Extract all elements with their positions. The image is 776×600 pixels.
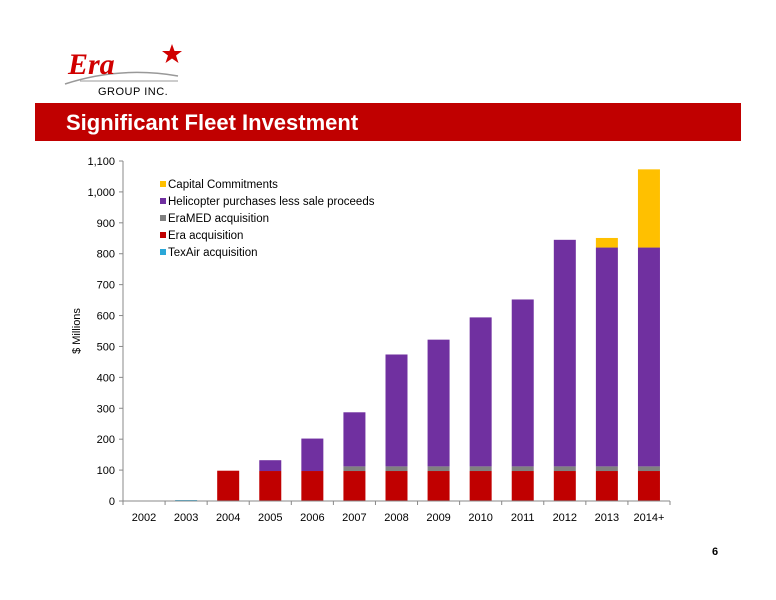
- bar-segment-eramed-acquisition-2014: [637, 466, 660, 472]
- logo-text: Era: [67, 48, 115, 81]
- bar-segment-era-acquisition-2005: [259, 471, 282, 501]
- bar-segment-era-acquisition-2008: [385, 471, 408, 501]
- legend-entry: Era acquisition: [168, 230, 243, 242]
- bar-segment-eramed-acquisition-2009: [427, 466, 450, 472]
- bar-segment-helicopter-purchases-less-sale-proceeds-2013: [595, 247, 618, 467]
- x-tick-label: 2007: [342, 512, 366, 524]
- bar-segment-helicopter-purchases-less-sale-proceeds-2010: [469, 317, 492, 467]
- x-tick-label: 2002: [132, 512, 156, 524]
- bar-segment-eramed-acquisition-2013: [595, 466, 618, 472]
- logo-star-icon: [162, 44, 182, 63]
- legend-entry: TexAir acquisition: [168, 247, 257, 259]
- bar-segment-era-acquisition-2011: [511, 471, 534, 501]
- x-tick-label: 2011: [511, 512, 535, 524]
- bar-segment-helicopter-purchases-less-sale-proceeds-2005: [259, 460, 282, 472]
- legend-swatch: [160, 198, 166, 204]
- title-bar: [35, 103, 741, 141]
- y-axis-label: $ Millions: [71, 308, 83, 354]
- slide-title: Significant Fleet Investment: [66, 110, 359, 135]
- legend-entry: Capital Commitments: [168, 179, 278, 191]
- y-tick-label: 200: [97, 434, 115, 446]
- x-tick-label: 2012: [553, 512, 577, 524]
- bar-segment-eramed-acquisition-2011: [511, 466, 534, 472]
- y-tick-label: 500: [97, 341, 115, 353]
- x-tick-label: 2008: [384, 512, 408, 524]
- bar-segment-helicopter-purchases-less-sale-proceeds-2014: [637, 247, 660, 467]
- bar-segment-capital-commitments-2014: [637, 169, 660, 248]
- legend-swatch: [160, 232, 166, 238]
- x-tick-label: 2004: [216, 512, 240, 524]
- bar-segment-era-acquisition-2007: [343, 471, 366, 501]
- legend-entry: EraMED acquisition: [168, 213, 269, 225]
- legend-swatch: [160, 249, 166, 255]
- y-tick-label: 800: [97, 249, 115, 261]
- x-tick-label: 2010: [468, 512, 492, 524]
- bar-segment-era-acquisition-2013: [595, 471, 618, 501]
- bar-segment-helicopter-purchases-less-sale-proceeds-2009: [427, 339, 450, 467]
- x-tick-label: 2009: [426, 512, 450, 524]
- bar-segment-era-acquisition-2014: [637, 471, 660, 501]
- x-tick-label: 2003: [174, 512, 198, 524]
- y-tick-label: 1,000: [87, 187, 115, 199]
- bar-segment-era-acquisition-2009: [427, 471, 450, 501]
- bar-segment-eramed-acquisition-2010: [469, 466, 492, 472]
- bar-segment-helicopter-purchases-less-sale-proceeds-2007: [343, 412, 366, 467]
- logo-swoosh: [64, 71, 179, 85]
- bar-segment-eramed-acquisition-2008: [385, 466, 408, 472]
- legend-swatch: [160, 215, 166, 221]
- y-tick-label: 400: [97, 372, 115, 384]
- bar-segment-capital-commitments-2013: [595, 237, 618, 248]
- bar-segment-eramed-acquisition-2007: [343, 466, 366, 472]
- bar-segment-helicopter-purchases-less-sale-proceeds-2008: [385, 354, 408, 467]
- y-tick-label: 900: [97, 218, 115, 230]
- bar-segment-era-acquisition-2012: [553, 471, 576, 501]
- y-tick-label: 600: [97, 311, 115, 323]
- logo-subtext: GROUP INC.: [98, 86, 168, 98]
- y-tick-label: 1,100: [87, 156, 115, 168]
- legend-entry: Helicopter purchases less sale proceeds: [168, 196, 375, 208]
- x-tick-label: 2014+: [634, 512, 665, 524]
- x-tick-label: 2005: [258, 512, 282, 524]
- y-tick-label: 700: [97, 280, 115, 292]
- x-tick-label: 2013: [595, 512, 619, 524]
- bar-segment-helicopter-purchases-less-sale-proceeds-2012: [553, 239, 576, 467]
- bar-segment-helicopter-purchases-less-sale-proceeds-2006: [301, 438, 324, 472]
- bar-segment-era-acquisition-2010: [469, 471, 492, 501]
- bar-segment-helicopter-purchases-less-sale-proceeds-2011: [511, 299, 534, 467]
- y-tick-label: 0: [109, 496, 115, 508]
- bar-segment-era-acquisition-2006: [301, 471, 324, 501]
- x-tick-label: 2006: [300, 512, 324, 524]
- bar-segment-eramed-acquisition-2012: [553, 466, 576, 472]
- y-tick-label: 100: [97, 465, 115, 477]
- bar-segment-era-acquisition-2004: [217, 470, 240, 501]
- legend-swatch: [160, 181, 166, 187]
- era-logo: Era GROUP INC.: [64, 44, 182, 98]
- y-tick-label: 300: [97, 403, 115, 415]
- page-number: 6: [712, 546, 719, 558]
